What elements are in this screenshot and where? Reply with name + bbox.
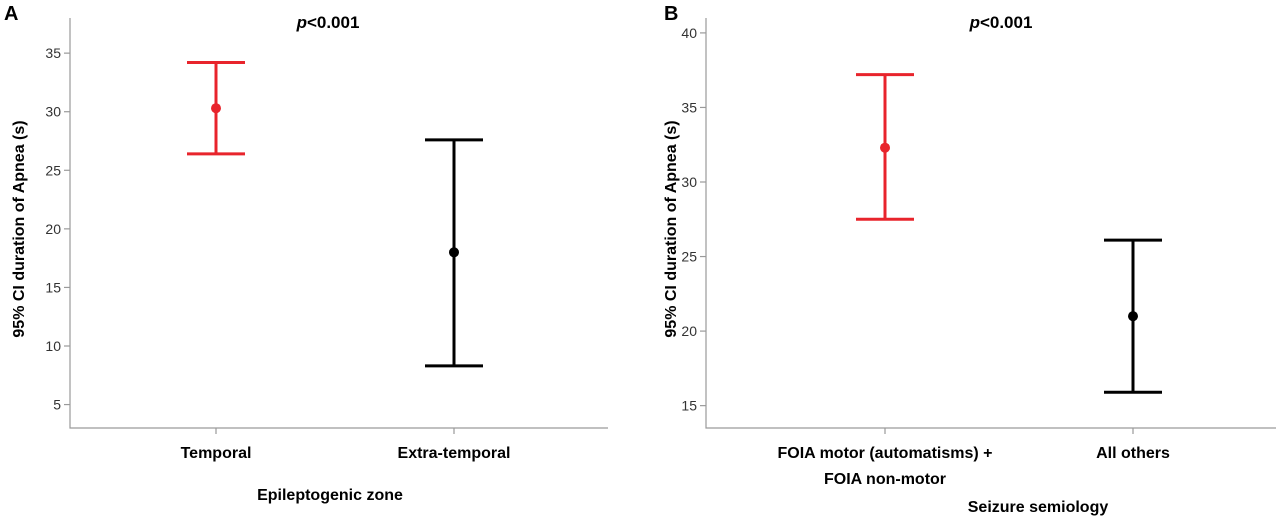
panel-b-y-tick-label: 15 (681, 398, 697, 414)
panel-b-label: B (664, 3, 678, 25)
panel-a-mean-point-0 (211, 103, 221, 114)
panel-b-p-rest: <0.001 (980, 13, 1032, 32)
panel-b-category-label: All others (1096, 445, 1170, 462)
panel-a-mean-point-1 (449, 247, 459, 258)
panel-b-y-tick-label: 20 (681, 323, 697, 339)
panel-b-mean-point-1 (1128, 311, 1138, 322)
panel-b-y-tick-label: 35 (681, 99, 697, 115)
panel-a-y-tick-label: 10 (45, 338, 61, 354)
panel-b-x-axis-label: Seizure semiology (968, 499, 1109, 516)
panel-a: A p<0.001 95% CI duration of Apnea (s) E… (4, 3, 608, 504)
panel-b-category-label: FOIA motor (automatisms) + (778, 445, 993, 462)
panel-b-axes (705, 18, 1276, 429)
panel-a-y-tick-label: 35 (45, 45, 61, 61)
panel-a-axes (69, 18, 608, 429)
panel-a-label: A (4, 3, 18, 25)
panel-a-p-value: p<0.001 (296, 13, 360, 32)
panel-a-x-axis-label: Epileptogenic zone (257, 487, 403, 504)
panel-b-y-tick-label: 25 (681, 249, 697, 265)
panel-a-y-axis-label: 95% CI duration of Apnea (s) (11, 120, 28, 337)
panel-a-y-tick-label: 30 (45, 104, 61, 120)
panel-b-y-axis-label: 95% CI duration of Apnea (s) (663, 120, 680, 337)
panel-b-y-tick-label: 40 (681, 25, 697, 41)
panel-b-category-label: FOIA non-motor (824, 471, 946, 488)
panel-b-p-value: p<0.001 (969, 13, 1033, 32)
panel-b-p-italic: p (969, 13, 980, 32)
panel-a-category-label: Extra-temporal (398, 445, 511, 462)
panel-a-y-tick-label: 20 (45, 221, 61, 237)
panel-a-y-tick-label: 5 (53, 397, 61, 413)
panel-a-y-tick-label: 25 (45, 162, 61, 178)
panel-a-category-label: Temporal (181, 445, 252, 462)
panel-a-y-tick-label: 15 (45, 279, 61, 295)
panel-b-y-tick-label: 30 (681, 174, 697, 190)
panel-a-p-rest: <0.001 (307, 13, 359, 32)
panel-b: B p<0.001 95% CI duration of Apnea (s) S… (663, 3, 1276, 516)
panel-a-p-italic: p (296, 13, 307, 32)
panel-b-mean-point-0 (880, 142, 890, 153)
